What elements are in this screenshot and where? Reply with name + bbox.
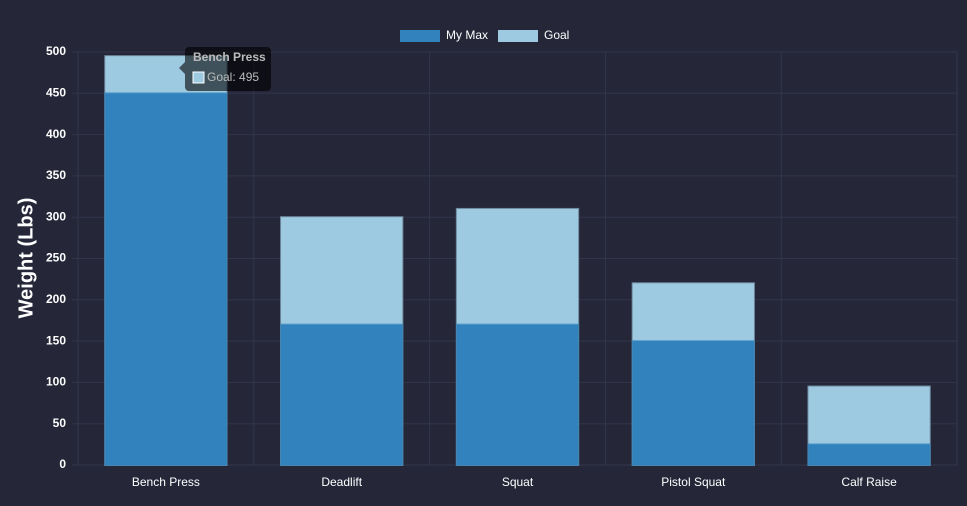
legend-swatch <box>498 30 538 42</box>
y-tick-label: 50 <box>53 416 67 430</box>
legend-label: Goal <box>544 28 569 42</box>
y-tick-label: 400 <box>46 127 66 141</box>
legend-label: My Max <box>446 28 488 42</box>
tooltip-swatch <box>192 71 205 84</box>
legend-swatch <box>400 30 440 42</box>
y-tick-label: 450 <box>46 85 66 99</box>
bar <box>631 340 755 467</box>
y-tick-label: 300 <box>46 209 66 223</box>
x-tick-label: Squat <box>502 475 534 489</box>
tooltip: Bench Press Goal: 495 <box>179 47 271 91</box>
y-tick-label: 250 <box>46 251 66 265</box>
tooltip-label: Goal: 495 <box>207 70 259 84</box>
y-axis-label: Weight (Lbs) <box>15 198 37 319</box>
y-tick-label: 500 <box>46 44 66 58</box>
bar <box>455 323 580 466</box>
y-tick-label: 0 <box>59 457 66 471</box>
bar <box>807 443 931 467</box>
y-tick-label: 350 <box>46 168 66 182</box>
x-tick-label: Bench Press <box>132 475 200 489</box>
x-tick-label: Calf Raise <box>841 475 897 489</box>
y-tick-label: 200 <box>46 292 66 306</box>
x-tick-label: Pistol Squat <box>661 475 726 489</box>
tooltip-title: Bench Press <box>193 50 266 64</box>
x-tick-label: Deadlift <box>321 475 362 489</box>
y-tick-label: 150 <box>46 333 66 347</box>
bar <box>104 92 228 467</box>
bar <box>280 323 404 466</box>
y-tick-label: 100 <box>46 375 66 389</box>
